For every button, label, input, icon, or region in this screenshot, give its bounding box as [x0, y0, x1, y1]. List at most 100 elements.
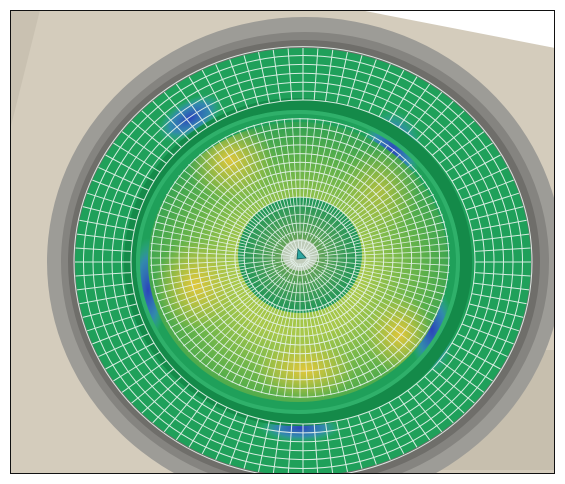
- mesh-line: [345, 181, 427, 231]
- mesh-line: [141, 376, 182, 414]
- mesh-line: [155, 221, 247, 245]
- mesh-line: [353, 271, 445, 295]
- mesh-line: [173, 181, 255, 231]
- mesh-line: [175, 396, 208, 441]
- mesh-line: [313, 423, 319, 474]
- mesh-line: [163, 91, 199, 134]
- mesh-line: [473, 282, 530, 291]
- mesh-line: [98, 166, 149, 191]
- mesh-line: [368, 411, 391, 460]
- mesh-line: [287, 423, 293, 474]
- mesh-line: [309, 129, 362, 237]
- mesh-line: [169, 187, 279, 247]
- mesh-line: [272, 422, 281, 474]
- mesh-line: [301, 263, 347, 392]
- mesh-line: [325, 49, 334, 102]
- mesh-line: [302, 309, 309, 398]
- mesh-line: [319, 127, 355, 210]
- mesh-line: [445, 351, 493, 382]
- mesh-line: [92, 323, 145, 345]
- mesh-line: [157, 214, 277, 252]
- mesh-line: [150, 243, 276, 256]
- mesh-line: [378, 69, 405, 117]
- mesh-line: [260, 122, 287, 209]
- mesh-line: [323, 214, 443, 252]
- mesh-line: [348, 281, 434, 322]
- mesh-line: [291, 309, 298, 398]
- mesh-line: [260, 307, 287, 394]
- mesh-line: [336, 51, 348, 104]
- mesh-line: [166, 194, 252, 235]
- mesh-line: [308, 309, 324, 397]
- mesh-line: [461, 179, 514, 201]
- mesh-line: [201, 69, 228, 117]
- mesh-line: [159, 276, 249, 309]
- mesh-line: [205, 297, 266, 368]
- mesh-line: [321, 269, 431, 329]
- mesh-line: [473, 233, 530, 242]
- mesh-line: [325, 422, 334, 474]
- mesh-line: [378, 407, 405, 455]
- mesh-line: [468, 206, 524, 221]
- mesh-line: [229, 415, 249, 465]
- mesh-line: [201, 407, 228, 455]
- mesh-line: [357, 59, 377, 109]
- mesh-line: [151, 235, 246, 251]
- mesh-line: [113, 142, 161, 173]
- mesh-line: [388, 76, 418, 122]
- mesh-line: [303, 261, 401, 363]
- center-marker-icon: [296, 248, 307, 260]
- mesh-line: [193, 294, 262, 358]
- mesh-line: [474, 247, 531, 252]
- mesh-line: [199, 153, 297, 255]
- mesh-line: [217, 301, 271, 376]
- mesh-line: [193, 158, 262, 222]
- mesh-line: [151, 265, 246, 281]
- mesh-line: [398, 396, 431, 441]
- mesh-line: [305, 228, 447, 258]
- mesh-line: [303, 153, 401, 255]
- mesh-line: [329, 140, 383, 215]
- mesh-line: [155, 271, 247, 295]
- mesh-line: [98, 333, 149, 358]
- mesh-line: [211, 144, 286, 240]
- mesh-line: [245, 306, 281, 389]
- mesh-line: [329, 301, 383, 376]
- mesh-line: [188, 402, 218, 448]
- mesh-line: [300, 118, 317, 253]
- mesh-line: [92, 179, 145, 201]
- mesh-line: [342, 290, 417, 347]
- mesh-line: [86, 192, 141, 211]
- mesh-line: [338, 294, 407, 358]
- mesh-line: [324, 243, 450, 256]
- mesh-line: [334, 297, 395, 368]
- mesh-line: [178, 175, 296, 256]
- mesh-line: [131, 368, 175, 404]
- mesh-line: [474, 272, 531, 277]
- mesh-line: [351, 276, 441, 309]
- mesh-line: [439, 360, 485, 393]
- mesh-line: [79, 219, 135, 231]
- mesh-line: [224, 262, 298, 380]
- mesh-line: [301, 124, 347, 253]
- mesh-line: [141, 110, 182, 148]
- mesh-line: [159, 207, 249, 240]
- mesh-line: [304, 121, 332, 236]
- mesh-line: [324, 303, 369, 383]
- mesh-line: [461, 323, 514, 345]
- mesh-line: [163, 390, 199, 433]
- mesh-line: [86, 313, 141, 332]
- plate-corner: [360, 10, 555, 48]
- mesh-line: [175, 83, 208, 128]
- mesh-line: [324, 133, 369, 213]
- mesh-line: [113, 351, 161, 382]
- mesh-line: [183, 169, 258, 226]
- mesh-line: [304, 260, 422, 341]
- mesh-line: [309, 279, 362, 387]
- mesh-line: [238, 129, 291, 237]
- mesh-line: [354, 265, 449, 281]
- mesh-line: [150, 250, 246, 256]
- mesh-line: [471, 219, 527, 231]
